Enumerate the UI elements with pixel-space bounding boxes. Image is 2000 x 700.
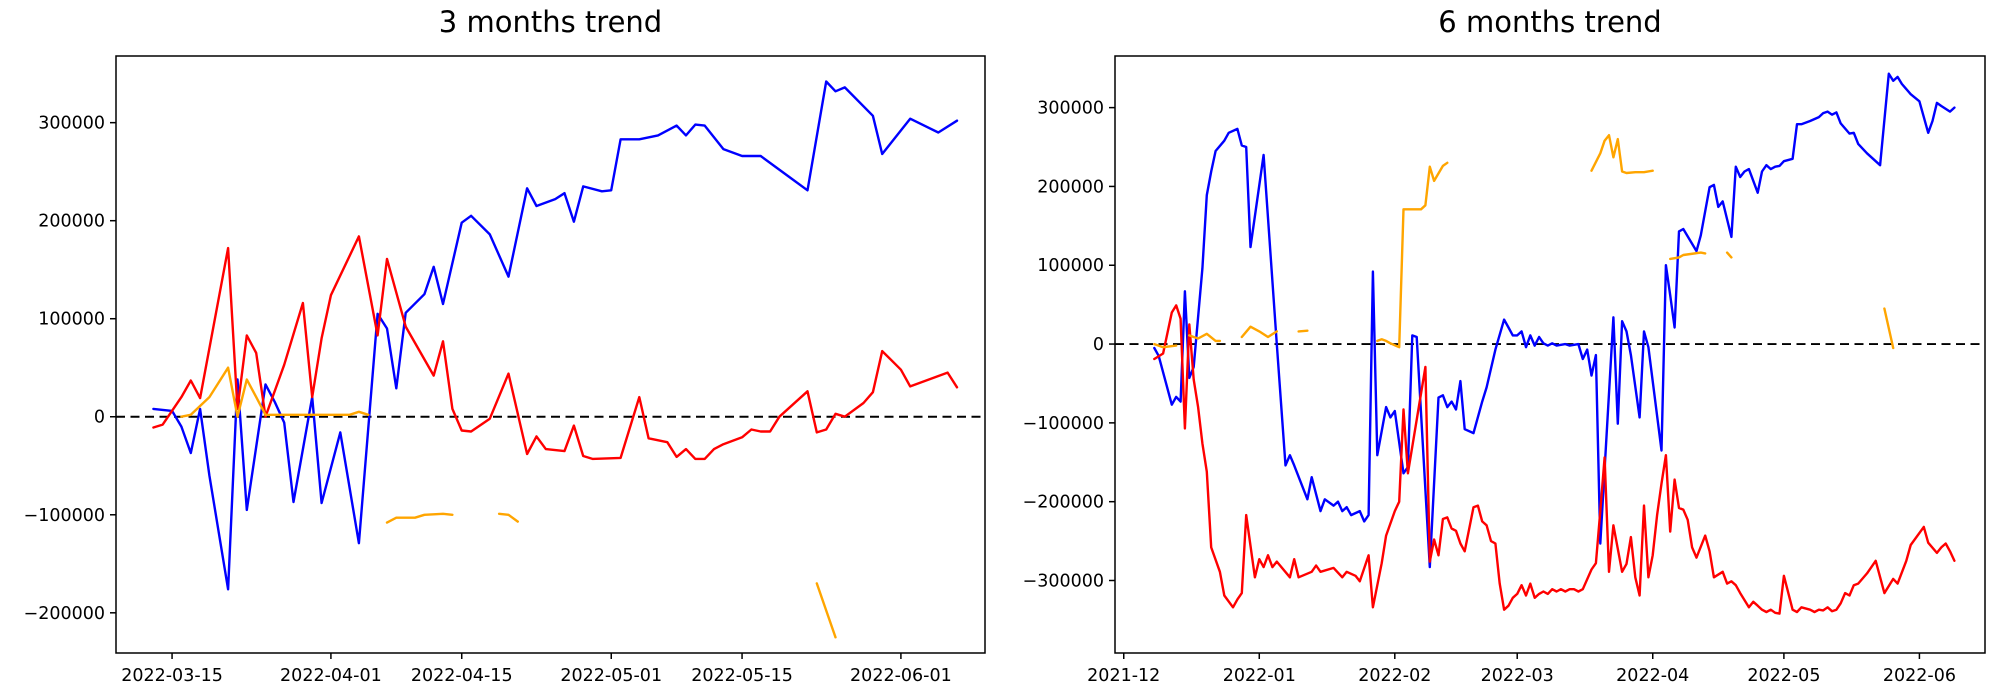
right-y-tick-label-2: 100000 [1037,256,1104,276]
right-x-tick-label-3: 2022-03 [1481,666,1554,686]
left-blue-line-0 [152,80,959,591]
right-y-tick-label-1: 200000 [1037,177,1104,197]
right-x-tick-label-2: 2022-02 [1358,666,1431,686]
left-y-tick-label-0: 300000 [38,114,105,134]
left-x-tick-label-2: 2022-04-15 [411,666,513,686]
right-y-tick-label-4: −100000 [1023,414,1104,434]
right-orange-line-3 [1297,329,1309,333]
left-red-line-0 [152,235,959,461]
left-orange-line-1 [385,512,454,524]
left-y-tick-label-5: −200000 [24,604,105,624]
left-x-tick-label-3: 2022-05-01 [560,666,662,686]
left-y-tick-label-2: 100000 [38,310,105,330]
left-y-tick-label-1: 200000 [38,212,105,232]
right-axes-box [1114,55,1986,654]
left-x-tick-label-0: 2022-03-15 [121,666,223,686]
right-y-tick-label-6: −300000 [1023,571,1104,591]
right-orange-line-0 [1153,342,1178,349]
right-x-tick-label-4: 2022-04 [1616,666,1689,686]
left-chart-title: 3 months trend [438,5,663,39]
right-y-tick-label-0: 300000 [1037,99,1104,119]
left-orange-line-3 [815,582,837,639]
right-orange-line-8 [1883,307,1895,350]
left-y-tick-label-3: 0 [94,408,105,428]
left-orange-line-2 [497,512,519,523]
left-x-tick-label-4: 2022-05-15 [691,666,793,686]
right-orange-line-1 [1188,332,1222,343]
left-x-tick-label-1: 2022-04-01 [280,666,382,686]
right-orange-line-6 [1668,251,1707,261]
right-x-tick-label-0: 2021-12 [1087,666,1160,686]
right-orange-line-5 [1590,133,1654,175]
left-y-tick-label-4: −100000 [24,506,105,526]
right-x-tick-label-6: 2022-06 [1883,666,1956,686]
right-x-tick-label-1: 2022-01 [1223,666,1296,686]
right-orange-line-7 [1725,251,1733,259]
right-blue-line-0 [1153,72,1956,569]
right-red-line-0 [1153,304,1956,615]
left-x-tick-label-5: 2022-06-01 [850,666,952,686]
left-orange-line-0 [180,366,370,418]
right-orange-line-4 [1376,161,1449,349]
right-orange-line-2 [1240,325,1279,339]
right-x-tick-label-5: 2022-05 [1747,666,1820,686]
right-y-tick-label-5: −200000 [1023,493,1104,513]
right-y-tick-label-3: 0 [1093,335,1104,355]
right-chart-title: 6 months trend [1438,5,1662,39]
left-axes-box [115,55,986,654]
